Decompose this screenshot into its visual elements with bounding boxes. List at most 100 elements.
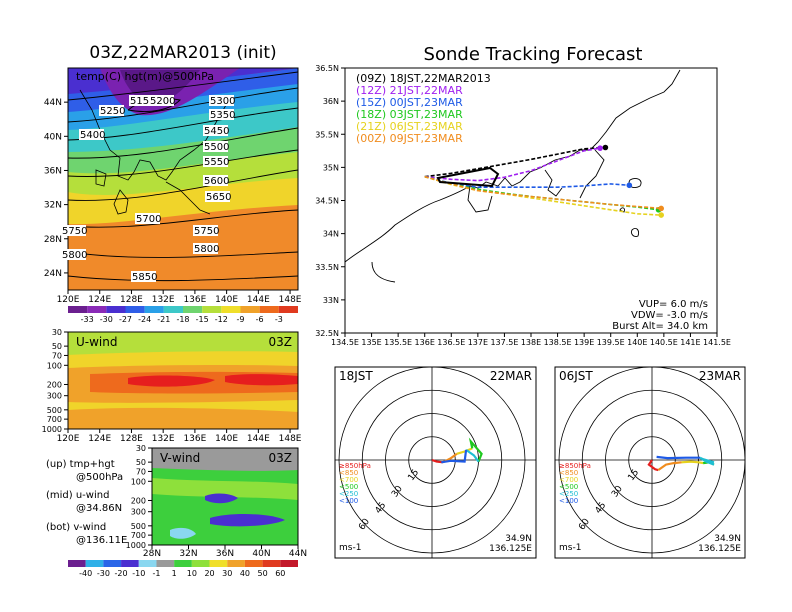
hodograph-series-line xyxy=(681,460,704,465)
map500-panel: 03Z,22MAR2013 (init) xyxy=(44,43,302,324)
vwind-colorbar-cell xyxy=(156,560,175,567)
track-annotation: VUP= 6.0 m/s xyxy=(639,299,708,310)
vwind-y-tick-label: 200 xyxy=(131,496,146,505)
map500-colorbar-label: -33 xyxy=(81,315,94,324)
map500-contour-label: 5150 xyxy=(130,96,155,107)
map500-contour-label: 5550 xyxy=(204,157,229,168)
vwind-colorbar-cell xyxy=(174,560,192,567)
hodograph-legend-entry: <250 xyxy=(559,490,578,498)
hodograph-series-line xyxy=(657,461,682,471)
map500-contour-label-bg xyxy=(203,175,228,186)
vwind-panel: V-wind 03Z 28N 32N 36N 40N 44N 3050701002003… xyxy=(46,444,307,578)
map500-colorbar: -33 -30 -27 -24 -21 -18 -15 -12 -9 -6 -3 xyxy=(68,306,298,324)
uwind-y-tick-label: 100 xyxy=(47,361,62,370)
track-legend-entry: (09Z) 18JST,22MAR2013 xyxy=(356,72,491,85)
vwind-colorbar-label: 60 xyxy=(275,569,285,578)
track-y-tick-label: 36.5N xyxy=(315,64,339,73)
map500-contour-label-bg xyxy=(193,225,218,236)
vwind-y-tick-label: 30 xyxy=(136,444,146,453)
track-panel: Sonde Tracking Forecast (09Z) 18JST,22MA… xyxy=(315,44,731,347)
track-y-tick-label: 36N xyxy=(323,97,339,106)
map500-colorbar-label: -6 xyxy=(256,315,264,324)
track-x-tick-label: 141E xyxy=(680,338,700,347)
uwind-x-tick-label: 124E xyxy=(88,434,111,444)
track-series-endpoint xyxy=(658,205,664,212)
vwind-colorbar-cell xyxy=(138,560,157,567)
uwind-y-tick-label: 70 xyxy=(52,351,62,360)
track-legend: (09Z) 18JST,22MAR2013(12Z) 21JST,22MAR(1… xyxy=(356,72,491,145)
track-x-tick-label: 140E xyxy=(627,338,647,347)
track-y-tick-label: 34N xyxy=(323,230,339,239)
map500-contour-label-bg xyxy=(203,156,228,167)
track-launch-box xyxy=(436,166,500,188)
vwind-y-tick-label: 70 xyxy=(136,467,146,476)
track-y-tick-label: 32.5N xyxy=(315,329,339,338)
uwind-core-west xyxy=(128,375,215,387)
map500-y-tick-label: 36N xyxy=(44,166,62,176)
track-series-line xyxy=(424,175,630,188)
map500-colorbar-cell xyxy=(240,306,260,313)
map500-contour-label: 5200 xyxy=(150,96,175,107)
vwind-band-gray xyxy=(152,448,298,471)
uwind-y-tick-label: 1000 xyxy=(42,425,62,434)
hodograph-legend-entry: <250 xyxy=(339,490,358,498)
uwind-y-tick-label: 500 xyxy=(47,406,62,415)
map500-colorbar-label: -27 xyxy=(119,315,132,324)
vwind-x-ticks: 28N 32N 36N 40N 44N xyxy=(143,545,307,559)
map500-y-tick-label: 24N xyxy=(44,269,62,279)
map500-contour-label: 5750 xyxy=(194,226,219,237)
track-legend-entry: (18Z) 03JST,23MAR xyxy=(356,108,463,121)
vwind-colorbar-cell xyxy=(280,560,298,567)
map500-colorbar-cell xyxy=(183,306,203,313)
map500-contour-label-bg xyxy=(131,271,156,282)
vwind-x-tick-label: 32N xyxy=(179,549,197,559)
track-x-tick-label: 136E xyxy=(415,338,435,347)
track-series-endpoint xyxy=(602,144,609,151)
map500-contour-label: 5350 xyxy=(210,110,235,121)
hodograph-legend-entry: <700 xyxy=(339,476,358,484)
track-series-line xyxy=(424,175,662,210)
hodograph-legend-entry: <100 xyxy=(559,497,578,505)
hodograph-series-line xyxy=(431,458,444,464)
uwind-x-tick-label: 128E xyxy=(120,434,143,444)
map500-band-green xyxy=(68,125,298,174)
track-series-line xyxy=(424,175,662,216)
hodograph-series-line xyxy=(456,447,473,455)
hodograph-legend-entry: <850 xyxy=(559,469,578,477)
vwind-y-tick-label: 700 xyxy=(131,531,146,540)
track-y-ticks: 36.5N 36N 35.5N 35N 34.5N 34N 33.5N 33N 32.5N xyxy=(315,64,345,338)
track-x-tick-label: 139.5E xyxy=(597,338,625,347)
map500-colorbar-cell xyxy=(125,306,145,313)
hodograph-lat: 34.9N xyxy=(505,534,532,544)
uwind-x-tick-label: 144E xyxy=(247,434,270,444)
map500-y-ticks: 44N 40N 36N 32N 28N 24N xyxy=(44,98,68,279)
track-x-tick-label: 139E xyxy=(574,338,594,347)
map500-contour-label: 5750 xyxy=(62,226,87,237)
hodograph-lon: 136.125E xyxy=(489,544,532,554)
map500-colorbar-cell xyxy=(87,306,107,313)
hodograph-lat: 34.9N xyxy=(714,534,741,544)
map500-colorbar-label: -18 xyxy=(176,315,189,324)
panel-note: @500hPa xyxy=(76,472,123,483)
map500-contour-label-bg xyxy=(205,191,230,202)
map500-contour-label: 5500 xyxy=(204,142,229,153)
uwind-x-tick-label: 132E xyxy=(152,434,175,444)
vwind-colorbar-label: -40 xyxy=(79,569,92,578)
vwind-y-tick-label: 500 xyxy=(131,522,146,531)
track-x-tick-label: 140.5E xyxy=(650,338,678,347)
track-x-tick-label: 137E xyxy=(468,338,488,347)
map500-colorbar-label: -15 xyxy=(196,315,209,324)
uwind-x-tick-label: 140E xyxy=(215,434,238,444)
vwind-colorbar-cell xyxy=(121,560,139,567)
uwind-y-tick-label: 50 xyxy=(52,342,62,351)
hodograph-series-line xyxy=(647,459,659,472)
panel-note: @136.11E xyxy=(76,535,127,546)
hodograph-series-line xyxy=(656,455,700,460)
map500-colorbar-label: -21 xyxy=(157,315,170,324)
track-legend-entry: (00Z) 09JST,23MAR xyxy=(356,132,463,145)
